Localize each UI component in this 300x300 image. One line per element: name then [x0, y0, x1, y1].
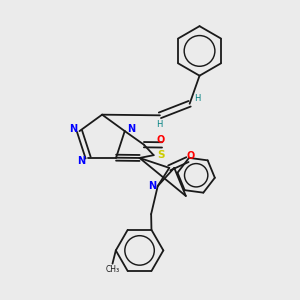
Text: H: H: [156, 120, 162, 129]
Text: N: N: [127, 124, 135, 134]
Text: N: N: [148, 181, 156, 191]
Text: N: N: [70, 124, 78, 134]
Text: O: O: [156, 135, 164, 145]
Text: N: N: [77, 156, 86, 166]
Text: CH₃: CH₃: [105, 265, 120, 274]
Text: H: H: [194, 94, 200, 103]
Text: O: O: [187, 151, 195, 160]
Text: S: S: [157, 150, 165, 160]
